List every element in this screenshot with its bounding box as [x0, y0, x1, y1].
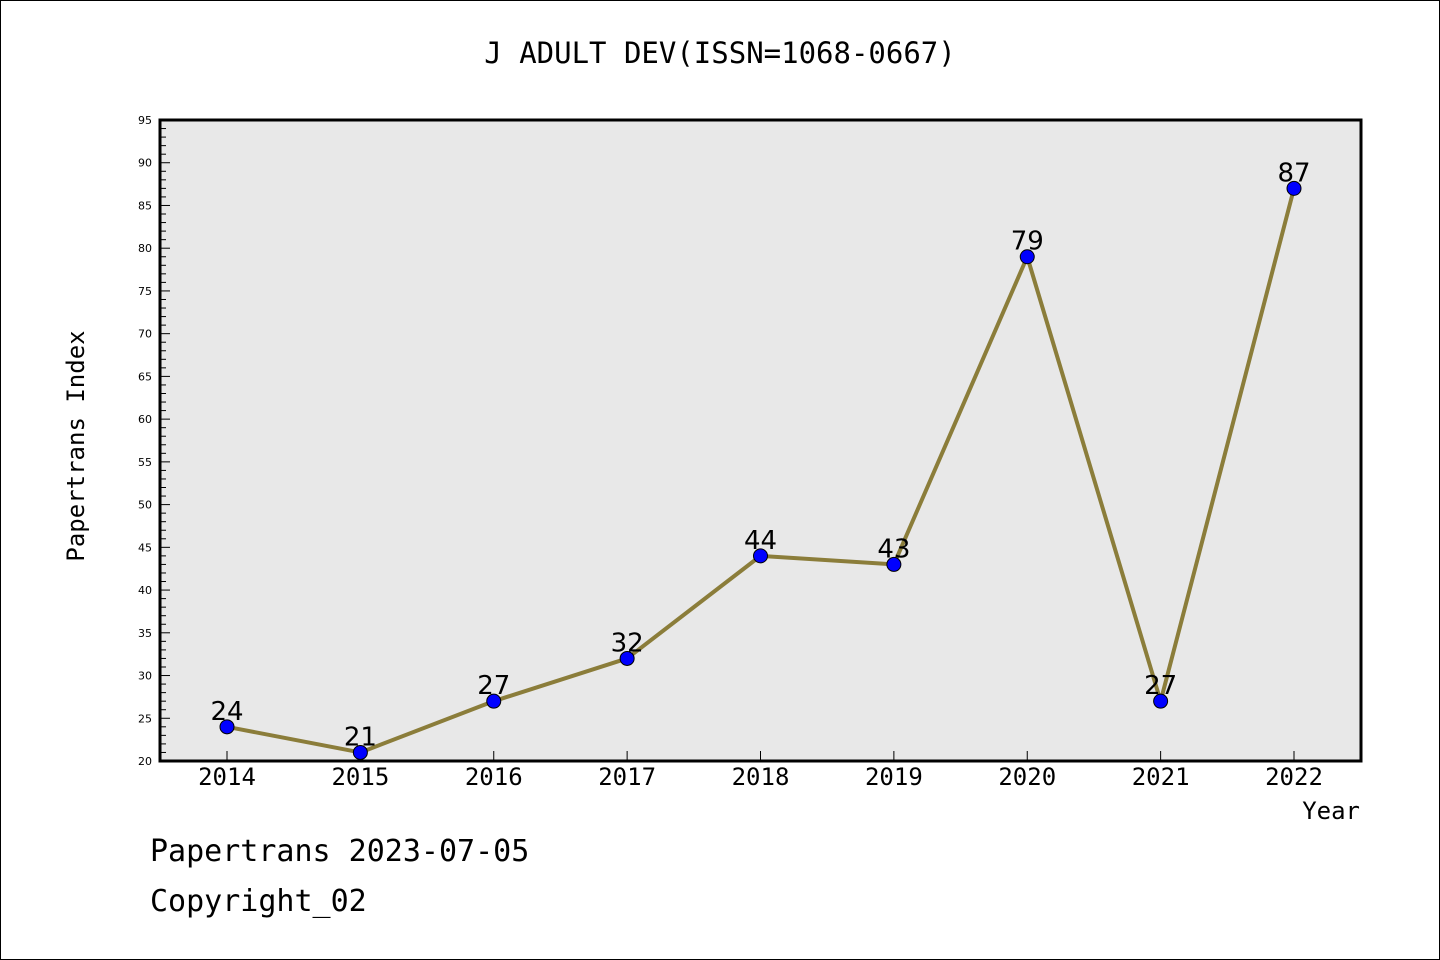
- data-label: 44: [744, 526, 777, 556]
- y-tick-label: 55: [138, 456, 152, 469]
- data-point: [1153, 693, 1169, 709]
- data-point: [619, 650, 635, 666]
- chart-title: J ADULT DEV(ISSN=1068-0667): [484, 36, 956, 70]
- data-point: [1019, 249, 1035, 265]
- y-tick-label: 45: [138, 541, 152, 554]
- x-tick-label: 2020: [998, 763, 1056, 791]
- x-axis-ticks: 2014 2015 2016 2017 2018 2019 2020 2021 2022: [198, 751, 1323, 791]
- y-tick-label: 90: [138, 157, 152, 170]
- y-tick-label: 65: [138, 370, 152, 383]
- data-label: 79: [1011, 227, 1044, 257]
- data-label: 21: [344, 722, 377, 752]
- x-tick-label: 2021: [1132, 763, 1190, 791]
- y-tick-label: 20: [138, 755, 152, 768]
- x-axis-label: Year: [1302, 797, 1360, 825]
- x-tick-label: 2016: [465, 763, 523, 791]
- data-point: [219, 719, 235, 735]
- y-tick-label: 30: [138, 670, 152, 683]
- x-tick-label: 2014: [198, 763, 256, 791]
- y-tick-label: 85: [138, 199, 152, 212]
- y-tick-label: 95: [138, 114, 152, 127]
- x-tick-label: 2022: [1265, 763, 1323, 791]
- data-point: [486, 693, 502, 709]
- x-tick-label: 2015: [331, 763, 389, 791]
- y-tick-label: 70: [138, 328, 152, 341]
- y-tick-label: 25: [138, 712, 152, 725]
- y-tick-label: 50: [138, 499, 152, 512]
- y-tick-label: 80: [138, 242, 152, 255]
- footer-date: Papertrans 2023-07-05: [150, 834, 530, 869]
- series-layer: 24 21 27 32 44 43 79 27 87: [210, 158, 1311, 760]
- data-label: 24: [210, 697, 243, 727]
- data-point: [352, 744, 368, 760]
- y-tick-label: 35: [138, 627, 152, 640]
- data-point: [753, 548, 768, 564]
- data-label: 87: [1277, 158, 1310, 188]
- data-label: 27: [1144, 671, 1177, 701]
- x-tick-label: 2017: [598, 763, 656, 791]
- data-point: [1286, 180, 1302, 196]
- x-tick-label: 2018: [732, 763, 790, 791]
- data-label: 32: [611, 628, 644, 658]
- x-tick-label: 2019: [865, 763, 923, 791]
- y-tick-label: 60: [138, 413, 152, 426]
- y-tick-label: 75: [138, 285, 152, 298]
- footer-copyright: Copyright_02: [150, 884, 367, 919]
- plot-area: [158, 118, 1363, 763]
- y-tick-label: 40: [138, 584, 152, 597]
- data-label: 43: [877, 534, 910, 564]
- data-point: [886, 556, 902, 572]
- y-axis-label: Papertrans Index: [62, 330, 90, 562]
- y-axis-ticks: 20 25 30 35 40 45 50 55 60 65 70 75 80 85 90 95: [138, 114, 170, 768]
- data-label: 27: [477, 671, 510, 701]
